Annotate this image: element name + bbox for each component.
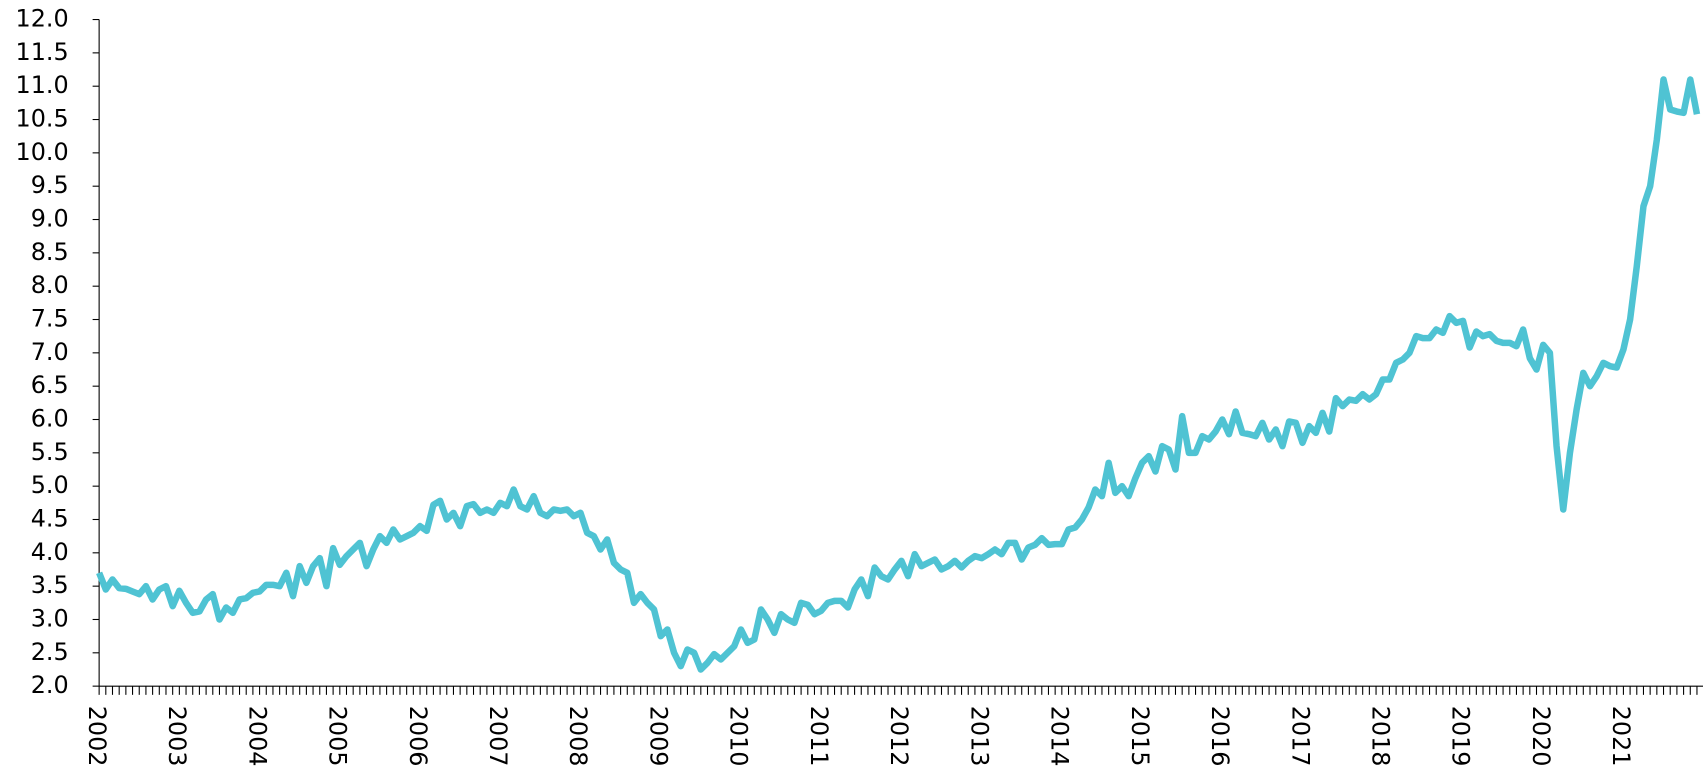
y-tick-label: 5.0 <box>31 471 69 499</box>
y-tick-label: 10.5 <box>16 105 69 133</box>
x-tick-label: 2005 <box>324 706 352 767</box>
y-tick-label: 2.5 <box>31 638 69 666</box>
x-tick-label: 2015 <box>1126 706 1154 767</box>
y-tick-label: 11.5 <box>16 38 69 66</box>
y-tick-label: 6.5 <box>31 371 69 399</box>
y-tick-label: 3.5 <box>31 571 69 599</box>
y-tick-label: 7.0 <box>31 338 69 366</box>
x-tick-label: 2008 <box>564 706 592 767</box>
x-tick-label: 2013 <box>965 706 993 767</box>
x-tick-label: 2016 <box>1206 706 1234 767</box>
x-tick-label: 2009 <box>644 706 672 767</box>
y-tick-label: 8.0 <box>31 271 69 299</box>
x-tick-label: 2017 <box>1286 706 1314 767</box>
x-tick-label: 2014 <box>1046 706 1074 767</box>
x-tick-label: 2003 <box>163 706 191 767</box>
x-tick-label: 2019 <box>1447 706 1475 767</box>
y-tick-label: 8.5 <box>31 238 69 266</box>
y-tick-label: 6.0 <box>31 405 69 433</box>
y-tick-label: 7.5 <box>31 305 69 333</box>
x-tick-label: 2020 <box>1527 706 1555 767</box>
x-tick-label: 2006 <box>404 706 432 767</box>
y-tick-label: 2.0 <box>31 671 69 699</box>
x-tick-label: 2021 <box>1607 706 1635 767</box>
x-tick-label: 2012 <box>885 706 913 767</box>
x-tick-label: 2002 <box>83 706 111 767</box>
y-tick-label: 4.5 <box>31 504 69 532</box>
y-tick-label: 3.0 <box>31 604 69 632</box>
x-tick-label: 2004 <box>243 706 271 767</box>
x-tick-label: 2011 <box>805 706 833 767</box>
y-tick-label: 12.0 <box>16 5 69 33</box>
y-tick-label: 9.5 <box>31 171 69 199</box>
data-line <box>96 76 1701 673</box>
x-tick-label: 2018 <box>1366 706 1394 767</box>
x-tick-label: 2010 <box>725 706 753 767</box>
x-tick-label: 2007 <box>484 706 512 767</box>
y-tick-label: 9.0 <box>31 205 69 233</box>
y-tick-label: 11.0 <box>16 71 69 99</box>
y-tick-label: 5.5 <box>31 438 69 466</box>
y-tick-label: 10.0 <box>16 138 69 166</box>
y-tick-label: 4.0 <box>31 538 69 566</box>
